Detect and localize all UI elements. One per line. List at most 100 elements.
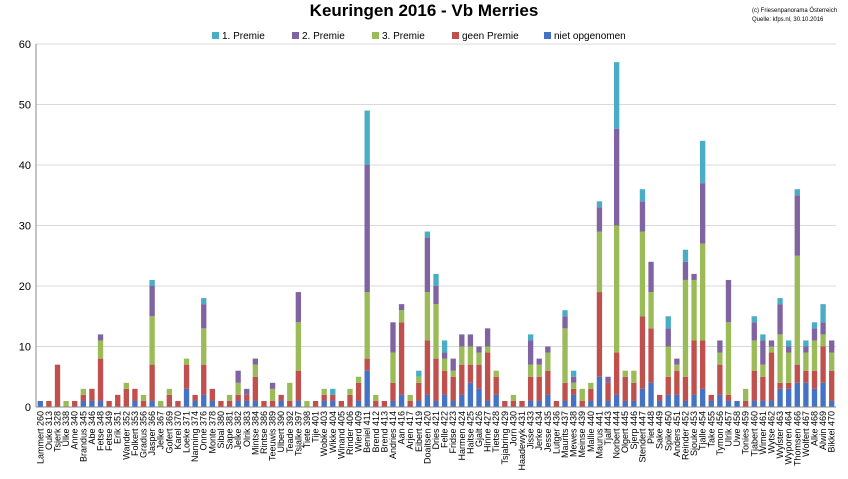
bar-segment bbox=[777, 334, 783, 383]
bar-segment bbox=[596, 292, 603, 377]
bar-segment bbox=[777, 382, 783, 389]
bar-segment bbox=[209, 388, 216, 401]
bar-segment bbox=[201, 328, 207, 365]
bar-segment bbox=[527, 364, 534, 377]
bar-segment bbox=[493, 370, 499, 377]
bar-segment bbox=[373, 394, 379, 401]
y-tick-label: 10 bbox=[19, 342, 31, 354]
bar-segment bbox=[829, 400, 835, 407]
bar-segment bbox=[149, 400, 155, 407]
bar-segment bbox=[768, 346, 775, 353]
bar-segment bbox=[330, 400, 336, 407]
bar-segment bbox=[424, 231, 431, 238]
bar-segment bbox=[441, 370, 448, 395]
bar-segment bbox=[424, 292, 431, 341]
x-tick-label: Tietse 428 bbox=[491, 411, 501, 453]
bar-segment bbox=[613, 394, 620, 407]
x-tick-label: Olrik 383 bbox=[242, 411, 252, 447]
bar-segment bbox=[467, 382, 474, 407]
x-tick-label: Take 455 bbox=[706, 411, 716, 448]
x-tick-label: Wyporen 464 bbox=[784, 411, 794, 464]
bar-segment bbox=[106, 400, 112, 407]
x-tick-label: Aan 416 bbox=[397, 411, 407, 445]
bar-segment bbox=[588, 382, 594, 389]
x-tick-label: Karel 370 bbox=[173, 411, 183, 450]
x-tick-label: Teade 392 bbox=[285, 411, 295, 453]
x-tick-label: Fridse 423 bbox=[448, 411, 458, 454]
bar-segment bbox=[605, 382, 611, 401]
bar-segment bbox=[97, 340, 104, 359]
bar-segment bbox=[768, 352, 775, 401]
source-note: Quelle: kfps.nl, 30.10.2016 bbox=[752, 17, 824, 23]
x-tick-label: Alke 468 bbox=[809, 411, 819, 446]
x-tick-label: Tjabert 460 bbox=[749, 411, 759, 457]
bar-segment bbox=[450, 358, 456, 371]
bar-segment bbox=[192, 400, 198, 407]
bar-segment bbox=[416, 370, 422, 377]
bar-segment bbox=[424, 237, 431, 293]
x-tick-label: Reinder 452 bbox=[680, 411, 690, 460]
bar-segment bbox=[648, 292, 654, 329]
bar-segment bbox=[570, 388, 577, 395]
bar-segment bbox=[89, 388, 95, 401]
bar-segment bbox=[760, 400, 766, 407]
legend-label: 2. Premie bbox=[302, 31, 345, 42]
y-tick-label: 30 bbox=[19, 221, 31, 233]
bar-segment bbox=[579, 388, 585, 401]
bar-segment bbox=[183, 388, 190, 407]
bars bbox=[37, 62, 835, 407]
bar-segment bbox=[725, 279, 732, 323]
bar-segment bbox=[235, 394, 241, 401]
bar-segment bbox=[347, 388, 353, 395]
x-tick-label: Jisse 433 bbox=[526, 411, 536, 449]
x-tick-label: Andries 414 bbox=[388, 411, 398, 459]
x-tick-label: Wierd 409 bbox=[354, 411, 364, 452]
y-axis: 0 10 20 30 40 50 60 bbox=[19, 39, 37, 414]
x-tick-label: Jelke 382 bbox=[233, 411, 243, 450]
bar-segment bbox=[484, 400, 491, 407]
bar-segment bbox=[527, 376, 534, 401]
bar-segment bbox=[527, 400, 534, 407]
bar-segment bbox=[89, 400, 95, 407]
x-tick-label: Sjerp 446 bbox=[629, 411, 639, 450]
bar-segment bbox=[811, 388, 818, 407]
x-tick-label: Lutger 436 bbox=[551, 411, 561, 454]
bar-segment bbox=[390, 400, 396, 407]
x-tick-label: Wobke 403 bbox=[319, 411, 329, 456]
x-tick-label: Loeke 371 bbox=[182, 411, 192, 453]
bar-segment bbox=[639, 388, 646, 407]
bar-segment bbox=[201, 364, 207, 395]
bar-segment bbox=[235, 400, 241, 407]
legend-swatch bbox=[212, 32, 219, 39]
bar-segment bbox=[467, 346, 474, 365]
x-tick-label: Tsjalke 397 bbox=[293, 411, 303, 456]
bar-segment bbox=[596, 376, 603, 407]
bar-segment bbox=[433, 273, 439, 286]
bar-segment bbox=[295, 370, 302, 401]
bar-segment bbox=[700, 388, 706, 407]
x-tick-label: Sake 449 bbox=[655, 411, 665, 449]
bar-segment bbox=[631, 382, 637, 401]
bar-segment bbox=[450, 376, 456, 401]
bar-segment bbox=[613, 352, 620, 395]
bar-segment bbox=[467, 334, 474, 347]
x-tick-label: Tjalle 454 bbox=[698, 411, 708, 450]
bar-segment bbox=[433, 400, 439, 407]
legend-item: niet opgenomen bbox=[544, 31, 626, 42]
bar-segment bbox=[201, 298, 207, 305]
bar-segment bbox=[820, 346, 826, 383]
bar-segment bbox=[355, 382, 362, 401]
bar-segment bbox=[794, 364, 800, 383]
bar-segment bbox=[390, 382, 396, 401]
x-tick-label: Stendert 447 bbox=[637, 411, 647, 463]
legend-item: 1. Premie bbox=[212, 31, 265, 42]
bar-segment bbox=[665, 328, 671, 347]
bar-segment bbox=[424, 394, 431, 407]
bar-segment bbox=[330, 394, 336, 401]
bar-segment bbox=[373, 400, 379, 407]
bar-segment bbox=[803, 382, 809, 407]
bar-segment bbox=[700, 140, 706, 184]
bar-segment bbox=[519, 400, 525, 407]
